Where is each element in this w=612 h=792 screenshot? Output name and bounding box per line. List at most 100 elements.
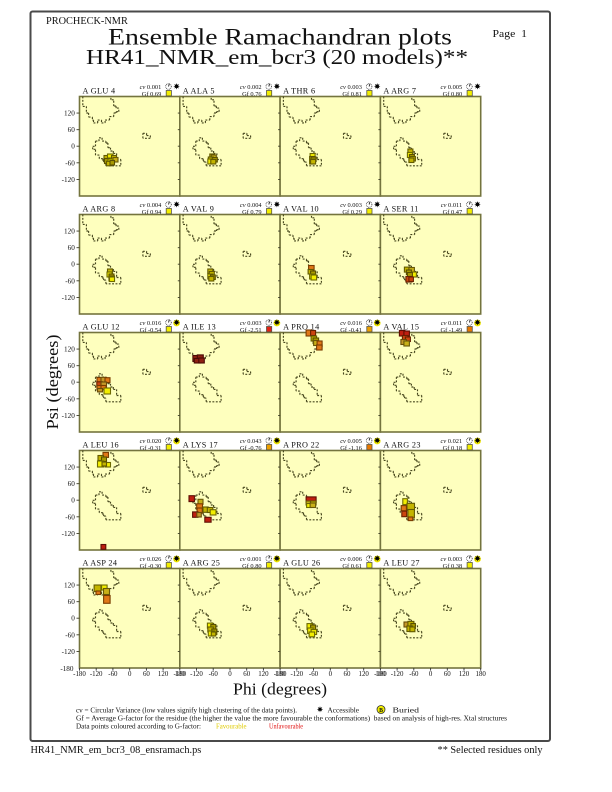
svg-text:Phi (degrees): Phi (degrees): [233, 680, 327, 699]
svg-text:A VAL 9: A VAL 9: [183, 205, 214, 214]
svg-text:cv 0.016: cv 0.016: [140, 320, 162, 327]
svg-text:Gf -0.31: Gf -0.31: [140, 445, 162, 452]
svg-text:A ARG 8: A ARG 8: [83, 205, 116, 214]
svg-text:0: 0: [71, 379, 75, 387]
svg-text:-120: -120: [62, 648, 76, 656]
svg-text:Gf 0.18: Gf 0.18: [443, 445, 463, 452]
svg-text:Gf 0.80: Gf 0.80: [443, 91, 463, 98]
svg-text:120: 120: [158, 671, 169, 678]
svg-text:-180: -180: [60, 665, 74, 673]
svg-text:cv 0.011: cv 0.011: [441, 202, 462, 209]
svg-text:A ARG 25: A ARG 25: [183, 559, 220, 568]
svg-text:A GLU 4: A GLU 4: [83, 87, 116, 96]
svg-text:180: 180: [275, 671, 286, 678]
svg-text:60: 60: [444, 671, 451, 678]
svg-text:0: 0: [71, 497, 75, 505]
svg-text:60: 60: [68, 244, 76, 252]
svg-text:Gf = Average G-factor for the: Gf = Average G-factor for the residue (t…: [76, 715, 507, 722]
svg-text:-60: -60: [65, 631, 75, 639]
svg-text:Gf 0.61: Gf 0.61: [342, 563, 362, 570]
svg-text:Gf 0.80: Gf 0.80: [242, 563, 262, 570]
svg-text:A VAL 10: A VAL 10: [283, 205, 319, 214]
svg-text:0: 0: [71, 261, 75, 269]
svg-text:120: 120: [64, 110, 75, 118]
svg-text:A ASP 24: A ASP 24: [83, 559, 118, 568]
svg-text:cv 0.016: cv 0.016: [340, 320, 362, 327]
svg-text:120: 120: [64, 228, 75, 236]
svg-text:Accessible: Accessible: [328, 706, 360, 714]
svg-text:0: 0: [128, 671, 132, 678]
svg-text:A LEU 16: A LEU 16: [83, 441, 119, 450]
svg-text:0: 0: [228, 671, 232, 678]
svg-text:-120: -120: [290, 671, 303, 678]
svg-text:Page 1: Page 1: [493, 29, 528, 40]
svg-text:cv 0.004: cv 0.004: [240, 202, 262, 209]
svg-text:Gf -1.49: Gf -1.49: [441, 327, 463, 334]
svg-text:120: 120: [64, 582, 75, 590]
svg-text:60: 60: [68, 362, 76, 370]
svg-text:60: 60: [243, 671, 250, 678]
svg-text:60: 60: [344, 671, 351, 678]
svg-text:Gf 0.69: Gf 0.69: [142, 91, 162, 98]
svg-text:A PRO 22: A PRO 22: [283, 441, 319, 450]
svg-text:cv 0.001: cv 0.001: [140, 84, 162, 91]
svg-text:-120: -120: [62, 294, 76, 302]
svg-text:Gf -0.41: Gf -0.41: [340, 327, 362, 334]
svg-text:-180: -180: [173, 671, 186, 678]
svg-text:A ARG 23: A ARG 23: [383, 441, 420, 450]
svg-text:180: 180: [476, 671, 487, 678]
svg-text:-60: -60: [309, 671, 319, 678]
svg-text:Gf -1.16: Gf -1.16: [340, 445, 362, 452]
svg-text:Data points coloured according: Data points coloured according to G-fact…: [76, 724, 201, 731]
svg-text:0: 0: [71, 615, 75, 623]
svg-text:60: 60: [68, 480, 76, 488]
svg-text:cv 0.026: cv 0.026: [140, 556, 162, 563]
svg-text:-120: -120: [391, 671, 404, 678]
svg-text:-60: -60: [65, 277, 75, 285]
svg-text:Gf 0.29: Gf 0.29: [342, 209, 362, 216]
svg-text:-180: -180: [73, 671, 86, 678]
svg-text:cv 0.006: cv 0.006: [340, 556, 362, 563]
svg-text:cv 0.001: cv 0.001: [240, 556, 262, 563]
svg-text:cv 0.043: cv 0.043: [240, 438, 262, 445]
svg-text:HR41_NMR_em_bcr3 (20 models)**: HR41_NMR_em_bcr3 (20 models)**: [86, 45, 468, 69]
svg-text:cv 0.003: cv 0.003: [340, 84, 362, 91]
svg-text:Gf -0.30: Gf -0.30: [140, 563, 162, 570]
svg-text:A ILE 13: A ILE 13: [183, 323, 216, 332]
svg-text:-120: -120: [90, 671, 103, 678]
svg-text:Favourable: Favourable: [216, 724, 247, 731]
svg-text:A GLU 26: A GLU 26: [283, 559, 320, 568]
svg-text:Gf -2.51: Gf -2.51: [240, 327, 262, 334]
svg-text:-120: -120: [62, 176, 76, 184]
svg-text:cv 0.011: cv 0.011: [441, 320, 462, 327]
svg-text:120: 120: [64, 464, 75, 472]
svg-text:cv = Circular Variance (low va: cv = Circular Variance (low values signi…: [76, 707, 297, 714]
svg-text:120: 120: [64, 346, 75, 354]
svg-text:120: 120: [359, 671, 370, 678]
svg-text:cv 0.004: cv 0.004: [140, 202, 162, 209]
svg-text:A THR 6: A THR 6: [283, 87, 315, 96]
svg-text:-60: -60: [209, 671, 219, 678]
svg-text:Gf -0.54: Gf -0.54: [140, 327, 162, 334]
svg-text:Unfavourable: Unfavourable: [269, 724, 303, 731]
svg-text:Gf 0.94: Gf 0.94: [142, 209, 162, 216]
svg-text:-60: -60: [65, 395, 75, 403]
svg-text:A GLU 12: A GLU 12: [83, 323, 120, 332]
svg-text:-60: -60: [409, 671, 419, 678]
svg-text:cv 0.005: cv 0.005: [441, 84, 463, 91]
svg-text:Gf 0.81: Gf 0.81: [342, 91, 362, 98]
svg-text:-120: -120: [62, 412, 76, 420]
svg-text:-180: -180: [374, 671, 387, 678]
svg-text:Psi (degrees): Psi (degrees): [43, 335, 62, 430]
svg-text:120: 120: [459, 671, 470, 678]
svg-text:0: 0: [429, 671, 433, 678]
svg-text:180: 180: [375, 671, 386, 678]
svg-text:-120: -120: [190, 671, 203, 678]
svg-text:A LEU 27: A LEU 27: [383, 559, 419, 568]
svg-text:-60: -60: [65, 513, 75, 521]
svg-text:0: 0: [329, 671, 333, 678]
svg-text:B: B: [379, 708, 383, 714]
svg-text:Gf 0.47: Gf 0.47: [443, 209, 463, 216]
svg-text:cv 0.003: cv 0.003: [240, 320, 262, 327]
svg-text:A SER 11: A SER 11: [383, 205, 418, 214]
